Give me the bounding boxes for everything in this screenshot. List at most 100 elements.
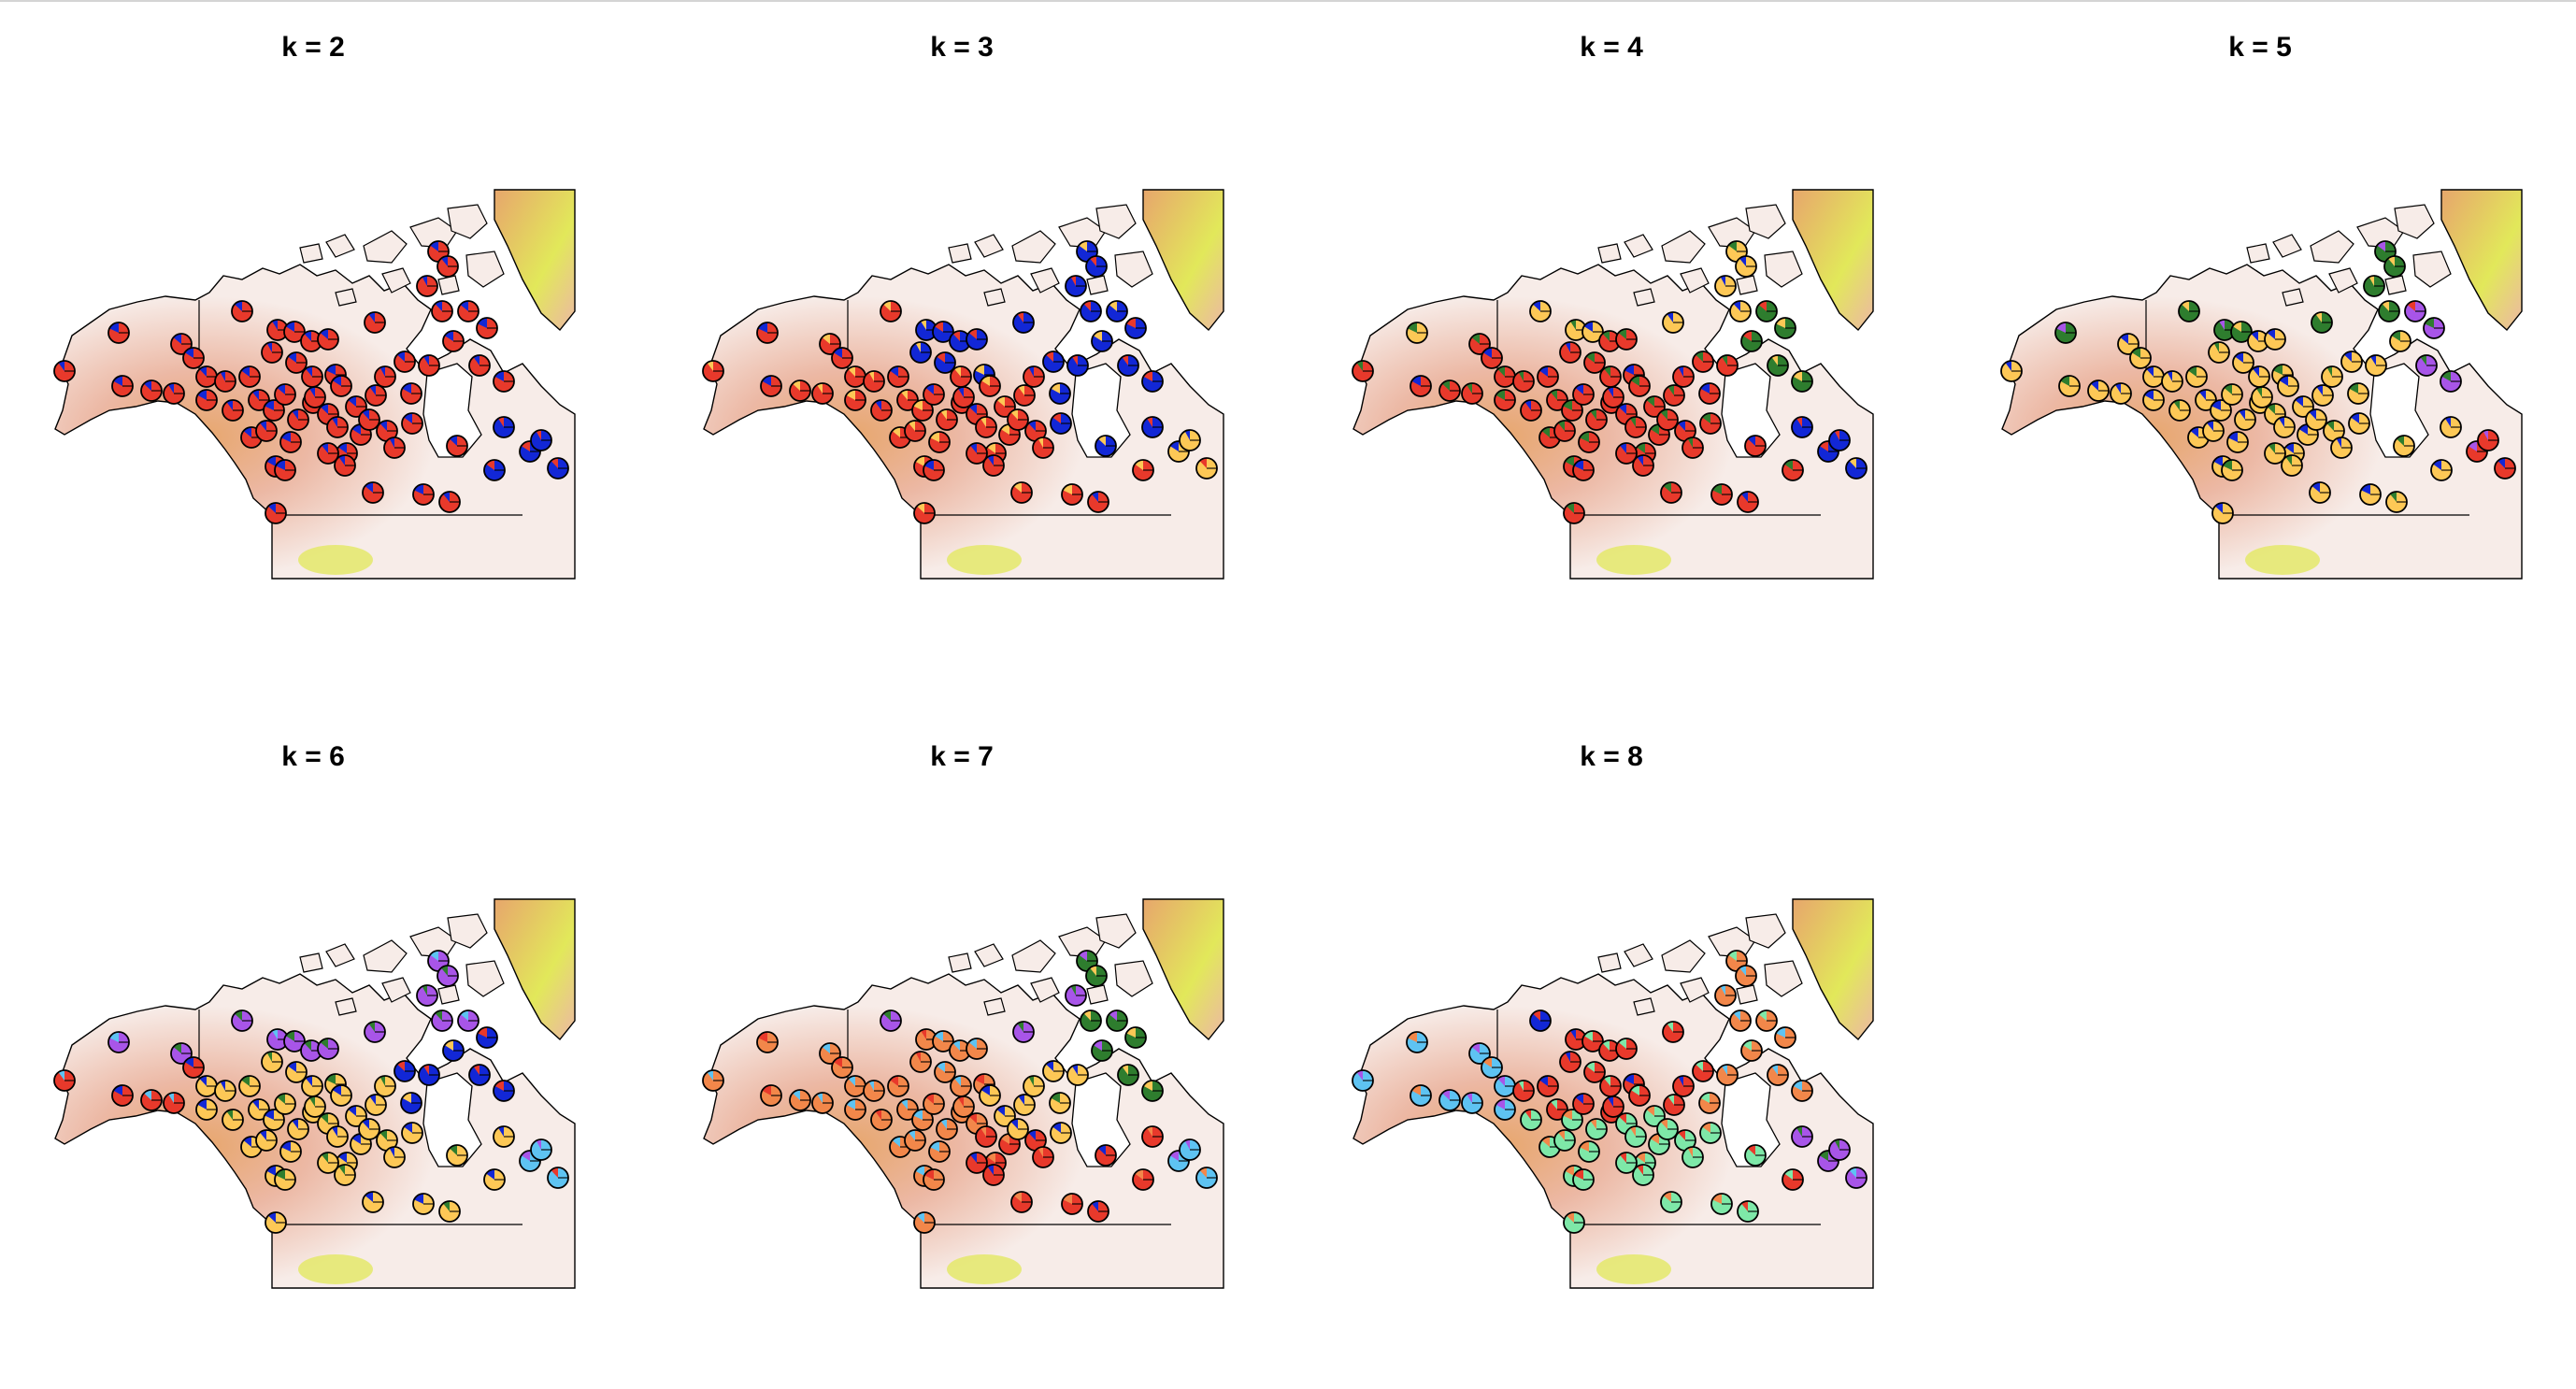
station-pie: [934, 1061, 956, 1083]
station-pie: [2340, 351, 2363, 373]
station-pie: [476, 1026, 498, 1049]
station-pie: [2087, 379, 2110, 402]
station-pie: [362, 481, 384, 504]
station-pie: [2378, 300, 2400, 322]
arctic-island: [1114, 960, 1153, 997]
station-pie: [483, 459, 506, 481]
station-pie: [1583, 351, 1606, 374]
station-pie: [1049, 1092, 1071, 1114]
station-pie: [1494, 1098, 1516, 1121]
station-pie: [909, 341, 932, 364]
station-pie: [1767, 354, 1789, 377]
station-pie: [1085, 965, 1108, 987]
station-pie: [334, 454, 356, 477]
station-pie: [1672, 1075, 1695, 1097]
station-pie: [789, 379, 811, 402]
station-pie: [1438, 379, 1461, 402]
station-pie: [1559, 1051, 1581, 1073]
station-pie: [376, 420, 398, 442]
station-pie: [1791, 416, 1813, 438]
station-pie: [364, 311, 386, 334]
station-pie: [913, 502, 936, 524]
station-pie: [111, 1084, 134, 1107]
station-pie: [358, 1118, 380, 1140]
station-pie: [326, 1125, 349, 1148]
station-pie: [1615, 328, 1638, 351]
station-pie: [442, 330, 465, 352]
station-pie: [231, 1010, 253, 1032]
station-pie: [789, 1089, 811, 1111]
station-pie: [1755, 1010, 1778, 1032]
station-pie: [401, 412, 423, 435]
arctic-island: [2328, 267, 2358, 294]
station-pie: [1007, 1118, 1029, 1140]
station-pie: [2226, 431, 2249, 453]
station-pie: [1537, 1075, 1559, 1097]
station-pie: [844, 1075, 866, 1097]
station-pie: [317, 442, 339, 465]
station-pie: [1714, 275, 1737, 297]
station-pie: [1828, 1138, 1851, 1161]
station-pie: [1049, 382, 1071, 405]
station-pie: [2142, 365, 2165, 388]
rocky-mountain-highlight: [947, 545, 1022, 575]
arctic-island: [1095, 913, 1137, 949]
station-pie: [819, 333, 841, 355]
arctic-island: [1058, 926, 1107, 958]
station-pie: [1845, 457, 1868, 480]
station-pie: [1578, 431, 1600, 453]
station-pie: [412, 1193, 435, 1215]
station-pie: [1013, 384, 1036, 407]
arctic-island: [409, 217, 458, 249]
arctic-island: [2356, 217, 2405, 249]
station-pie: [1095, 1144, 1117, 1167]
station-pie: [1061, 1193, 1083, 1215]
station-pie: [982, 454, 1005, 477]
station-pie: [400, 1092, 422, 1114]
station-pie: [2221, 459, 2243, 481]
map-k3: [702, 189, 1224, 580]
station-pie: [1461, 382, 1483, 405]
arctic-island: [1597, 952, 1622, 973]
station-pie: [1042, 1060, 1065, 1082]
station-pie: [279, 431, 302, 453]
station-pie: [1091, 1039, 1113, 1062]
arctic-island: [1086, 984, 1109, 1005]
station-pie: [1410, 375, 1432, 397]
station-pie: [2054, 322, 2077, 344]
station-pie: [1179, 429, 1201, 451]
station-pie: [1663, 1094, 1685, 1116]
arctic-island: [409, 926, 458, 958]
station-pie: [111, 375, 134, 397]
arctic-island: [1745, 204, 1786, 239]
station-pie: [979, 1084, 1001, 1107]
station-pie: [446, 1144, 468, 1167]
panel-title: k = 4: [1580, 32, 1643, 63]
station-pie: [1735, 255, 1757, 278]
station-pie: [416, 984, 438, 1007]
station-pie: [756, 1031, 779, 1053]
station-pie: [1087, 1200, 1109, 1223]
arctic-island: [363, 230, 408, 264]
station-pie: [1563, 502, 1585, 524]
station-pie: [182, 1056, 205, 1079]
station-pie: [923, 459, 945, 481]
station-pie: [438, 1200, 461, 1223]
station-pie: [1599, 365, 1622, 388]
arctic-island: [1011, 230, 1056, 264]
station-pie: [345, 395, 367, 418]
station-pie: [285, 1061, 308, 1083]
arctic-island: [1624, 943, 1653, 967]
station-pie: [2404, 300, 2426, 322]
station-pie: [831, 347, 853, 369]
rocky-mountain-highlight: [947, 1254, 1022, 1284]
station-pie: [1481, 1056, 1503, 1079]
station-pie: [530, 1138, 552, 1161]
hudson-bay: [422, 363, 482, 458]
station-pie: [1141, 416, 1164, 438]
station-pie: [2330, 437, 2353, 459]
arctic-island: [974, 234, 1004, 258]
station-pie: [195, 1075, 218, 1097]
station-pie: [374, 365, 396, 388]
station-pie: [1662, 311, 1684, 334]
